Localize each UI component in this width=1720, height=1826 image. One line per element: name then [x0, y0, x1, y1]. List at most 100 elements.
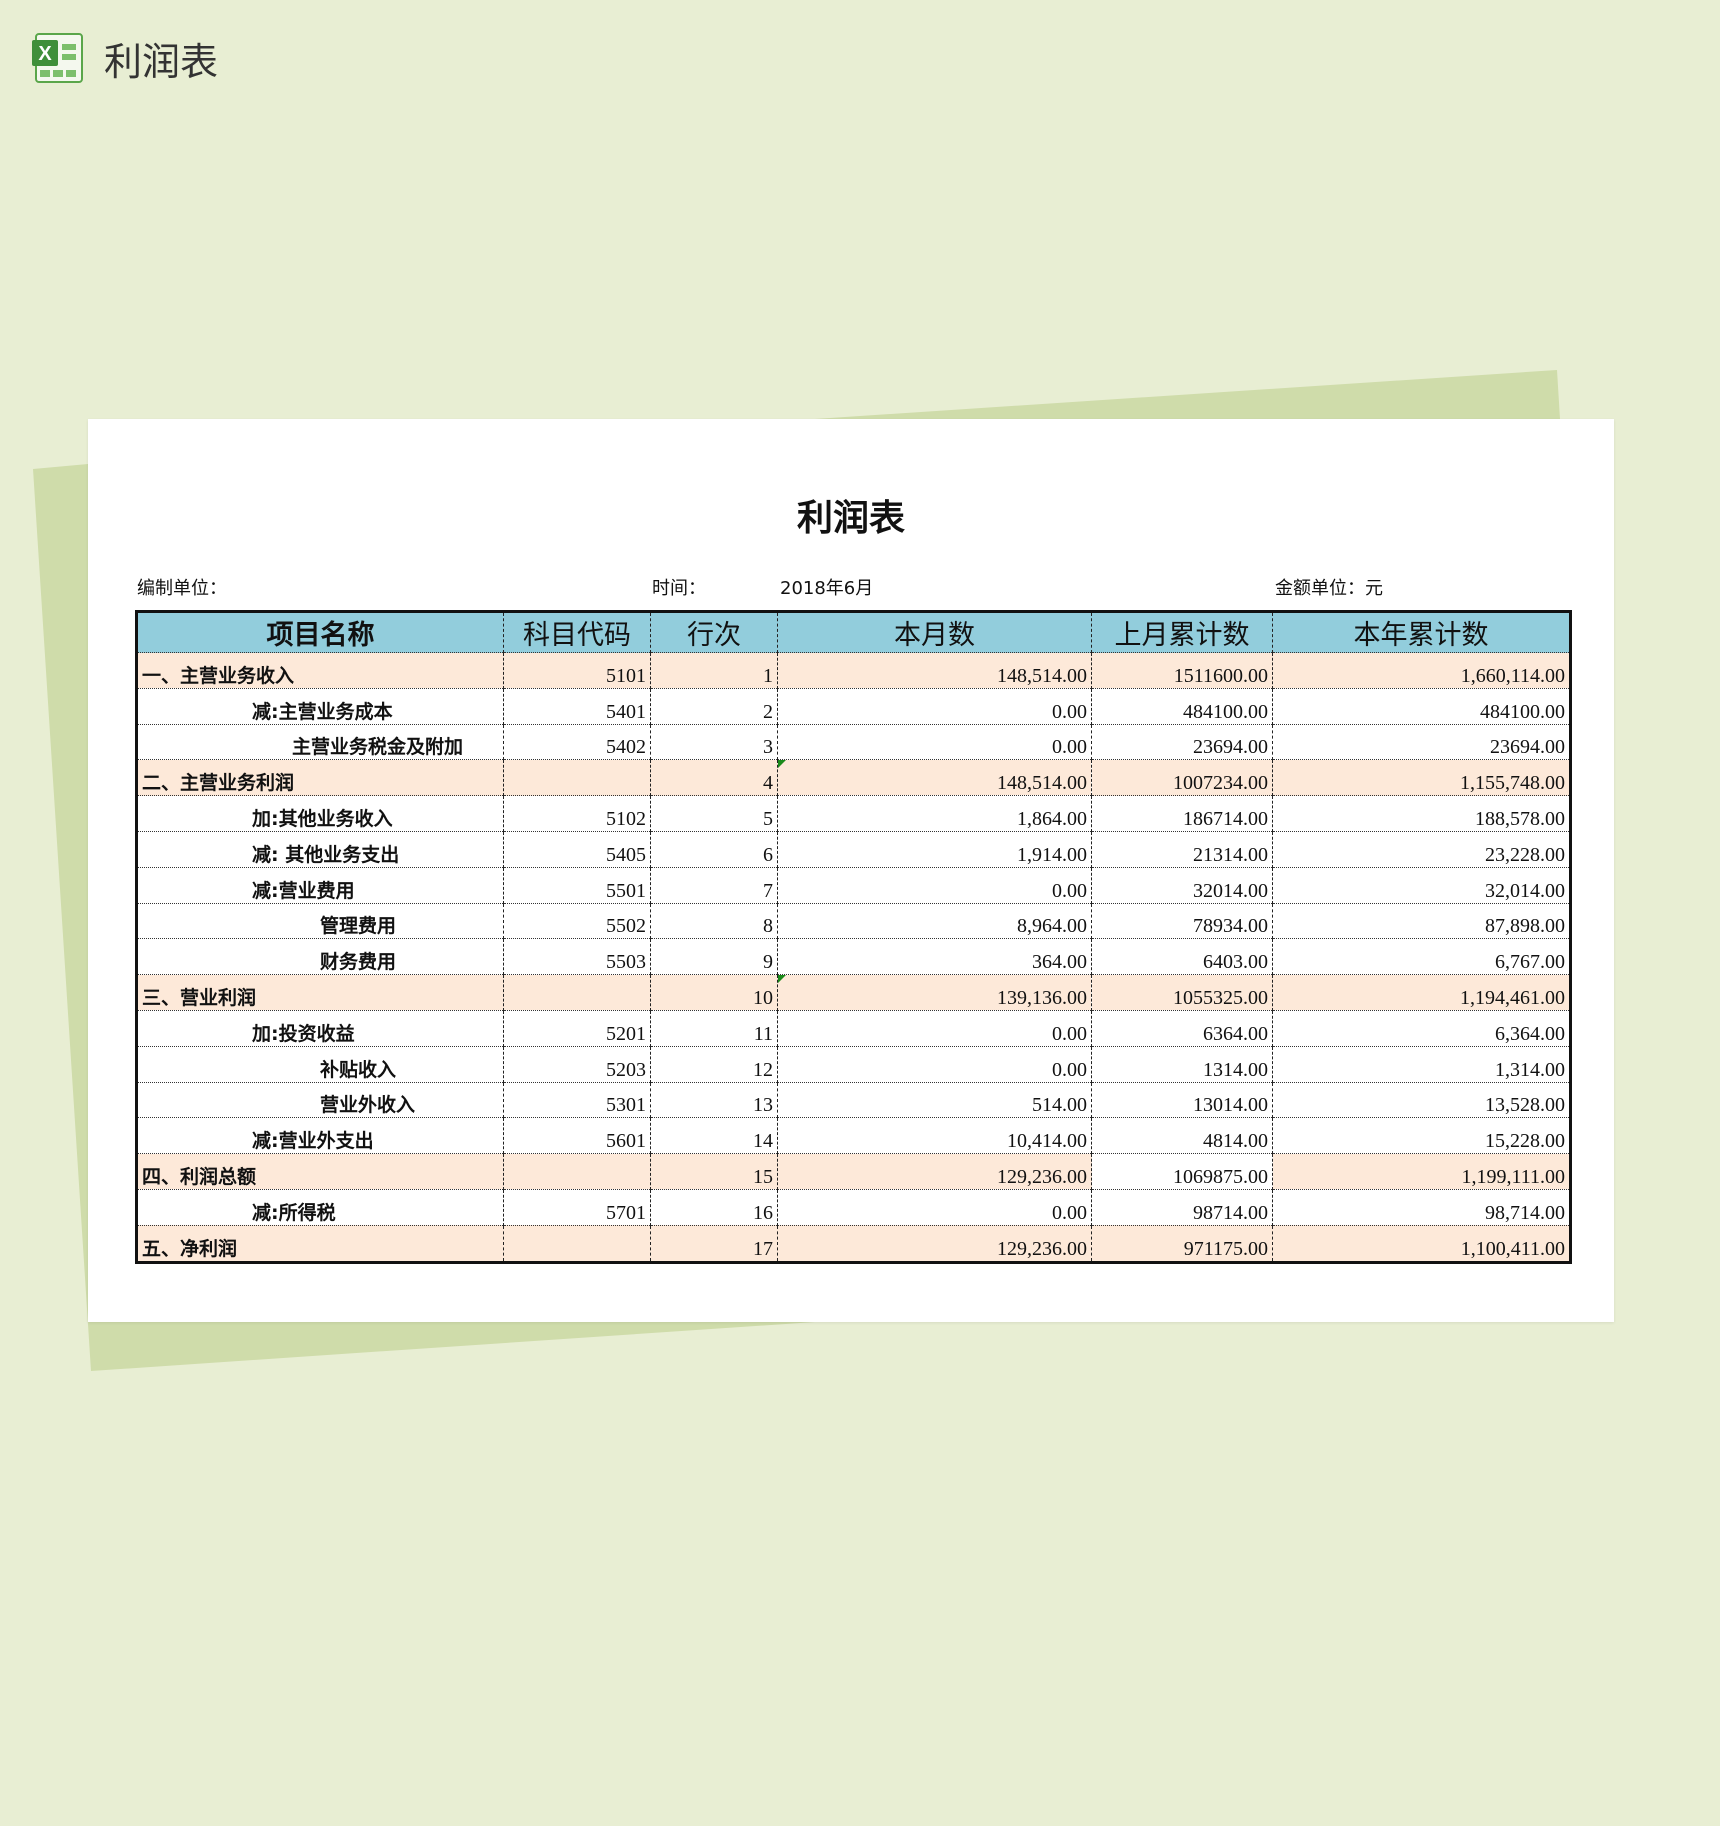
account-code-cell[interactable] [503, 1225, 651, 1263]
prev-cumulative-cell[interactable]: 6403.00 [1091, 938, 1273, 976]
item-name-cell[interactable]: 减:营业费用 [136, 867, 504, 904]
this-month-cell[interactable]: 0.00 [777, 688, 1092, 725]
item-name-cell[interactable]: 加:投资收益 [136, 1010, 504, 1047]
year-cumulative-cell[interactable]: 188,578.00 [1272, 795, 1571, 832]
line-no-cell[interactable]: 6 [650, 831, 778, 868]
item-name-cell[interactable]: 四、利润总额 [136, 1153, 504, 1190]
account-code-cell[interactable]: 5201 [503, 1010, 651, 1047]
prev-cumulative-cell[interactable]: 1314.00 [1091, 1046, 1273, 1083]
prev-cumulative-cell[interactable]: 971175.00 [1091, 1225, 1273, 1263]
prev-cumulative-cell[interactable]: 4814.00 [1091, 1117, 1273, 1155]
prev-cumulative-cell[interactable]: 1069875.00 [1091, 1153, 1273, 1190]
this-month-cell[interactable]: 0.00 [777, 1189, 1092, 1226]
account-code-cell[interactable] [503, 974, 651, 1011]
year-cumulative-cell[interactable]: 13,528.00 [1272, 1082, 1571, 1119]
year-cumulative-cell[interactable]: 1,194,461.00 [1272, 974, 1571, 1011]
this-month-cell[interactable]: 514.00 [777, 1082, 1092, 1119]
account-code-cell[interactable]: 5401 [503, 688, 651, 725]
line-no-cell[interactable]: 16 [650, 1189, 778, 1226]
line-no-cell[interactable]: 7 [650, 867, 778, 904]
year-cumulative-cell[interactable]: 1,155,748.00 [1272, 759, 1571, 797]
this-month-cell[interactable]: 1,864.00 [777, 795, 1092, 832]
item-name-cell[interactable]: 减:所得税 [136, 1189, 504, 1226]
line-no-cell[interactable]: 2 [650, 688, 778, 725]
year-cumulative-cell[interactable]: 6,767.00 [1272, 938, 1571, 976]
line-no-cell[interactable]: 5 [650, 795, 778, 832]
account-code-cell[interactable]: 5501 [503, 867, 651, 904]
account-code-cell[interactable]: 5601 [503, 1117, 651, 1155]
this-month-cell[interactable]: 129,236.00 [777, 1225, 1092, 1263]
this-month-cell[interactable]: 1,914.00 [777, 831, 1092, 868]
year-cumulative-cell[interactable]: 98,714.00 [1272, 1189, 1571, 1226]
account-code-cell[interactable]: 5402 [503, 724, 651, 761]
line-no-cell[interactable]: 17 [650, 1225, 778, 1263]
year-cumulative-cell[interactable]: 484100.00 [1272, 688, 1571, 725]
year-cumulative-cell[interactable]: 23,228.00 [1272, 831, 1571, 868]
item-name-cell[interactable]: 二、主营业务利润 [136, 759, 504, 797]
account-code-cell[interactable]: 5503 [503, 938, 651, 976]
year-cumulative-cell[interactable]: 6,364.00 [1272, 1010, 1571, 1047]
this-month-cell[interactable]: 0.00 [777, 1010, 1092, 1047]
year-cumulative-cell[interactable]: 23694.00 [1272, 724, 1571, 761]
prev-cumulative-cell[interactable]: 21314.00 [1091, 831, 1273, 868]
this-month-cell[interactable]: 0.00 [777, 724, 1092, 761]
prev-cumulative-cell[interactable]: 98714.00 [1091, 1189, 1273, 1226]
this-month-cell[interactable]: 0.00 [777, 1046, 1092, 1083]
account-code-cell[interactable]: 5301 [503, 1082, 651, 1119]
line-no-cell[interactable]: 10 [650, 974, 778, 1011]
line-no-cell[interactable]: 1 [650, 652, 778, 689]
prev-cumulative-cell[interactable]: 78934.00 [1091, 903, 1273, 940]
year-cumulative-cell[interactable]: 1,199,111.00 [1272, 1153, 1571, 1190]
account-code-cell[interactable]: 5101 [503, 652, 651, 689]
this-month-cell[interactable]: 364.00 [777, 938, 1092, 976]
item-name-cell[interactable]: 一、主营业务收入 [136, 652, 504, 689]
year-cumulative-cell[interactable]: 15,228.00 [1272, 1117, 1571, 1155]
account-code-cell[interactable]: 5203 [503, 1046, 651, 1083]
account-code-cell[interactable]: 5102 [503, 795, 651, 832]
year-cumulative-cell[interactable]: 1,314.00 [1272, 1046, 1571, 1083]
line-no-cell[interactable]: 9 [650, 938, 778, 976]
year-cumulative-cell[interactable]: 87,898.00 [1272, 903, 1571, 940]
account-code-cell[interactable]: 5405 [503, 831, 651, 868]
account-code-cell[interactable] [503, 1153, 651, 1190]
item-name-cell[interactable]: 主营业务税金及附加 [136, 724, 504, 761]
prev-cumulative-cell[interactable]: 6364.00 [1091, 1010, 1273, 1047]
this-month-cell[interactable]: 148,514.00 [777, 652, 1092, 689]
prev-cumulative-cell[interactable]: 1511600.00 [1091, 652, 1273, 689]
year-cumulative-cell[interactable]: 1,100,411.00 [1272, 1225, 1571, 1263]
line-no-cell[interactable]: 12 [650, 1046, 778, 1083]
prev-cumulative-cell[interactable]: 186714.00 [1091, 795, 1273, 832]
account-code-cell[interactable]: 5502 [503, 903, 651, 940]
line-no-cell[interactable]: 8 [650, 903, 778, 940]
prev-cumulative-cell[interactable]: 1055325.00 [1091, 974, 1273, 1011]
prev-cumulative-cell[interactable]: 1007234.00 [1091, 759, 1273, 797]
this-month-cell[interactable]: 8,964.00 [777, 903, 1092, 940]
line-no-cell[interactable]: 4 [650, 759, 778, 797]
item-name-cell[interactable]: 财务费用 [136, 938, 504, 976]
this-month-cell[interactable]: 139,136.00 [777, 974, 1092, 1011]
item-name-cell[interactable]: 减:营业外支出 [136, 1117, 504, 1155]
prev-cumulative-cell[interactable]: 13014.00 [1091, 1082, 1273, 1119]
this-month-cell[interactable]: 0.00 [777, 867, 1092, 904]
line-no-cell[interactable]: 15 [650, 1153, 778, 1190]
this-month-cell[interactable]: 129,236.00 [777, 1153, 1092, 1190]
line-no-cell[interactable]: 13 [650, 1082, 778, 1119]
item-name-cell[interactable]: 补贴收入 [136, 1046, 504, 1083]
line-no-cell[interactable]: 3 [650, 724, 778, 761]
prev-cumulative-cell[interactable]: 32014.00 [1091, 867, 1273, 904]
year-cumulative-cell[interactable]: 1,660,114.00 [1272, 652, 1571, 689]
item-name-cell[interactable]: 减: 其他业务支出 [136, 831, 504, 868]
item-name-cell[interactable]: 加:其他业务收入 [136, 795, 504, 832]
item-name-cell[interactable]: 五、净利润 [136, 1225, 504, 1263]
account-code-cell[interactable] [503, 759, 651, 797]
prev-cumulative-cell[interactable]: 23694.00 [1091, 724, 1273, 761]
item-name-cell[interactable]: 减:主营业务成本 [136, 688, 504, 725]
this-month-cell[interactable]: 148,514.00 [777, 759, 1092, 797]
item-name-cell[interactable]: 三、营业利润 [136, 974, 504, 1011]
item-name-cell[interactable]: 营业外收入 [136, 1082, 504, 1119]
year-cumulative-cell[interactable]: 32,014.00 [1272, 867, 1571, 904]
item-name-cell[interactable]: 管理费用 [136, 903, 504, 940]
line-no-cell[interactable]: 14 [650, 1117, 778, 1155]
line-no-cell[interactable]: 11 [650, 1010, 778, 1047]
this-month-cell[interactable]: 10,414.00 [777, 1117, 1092, 1155]
